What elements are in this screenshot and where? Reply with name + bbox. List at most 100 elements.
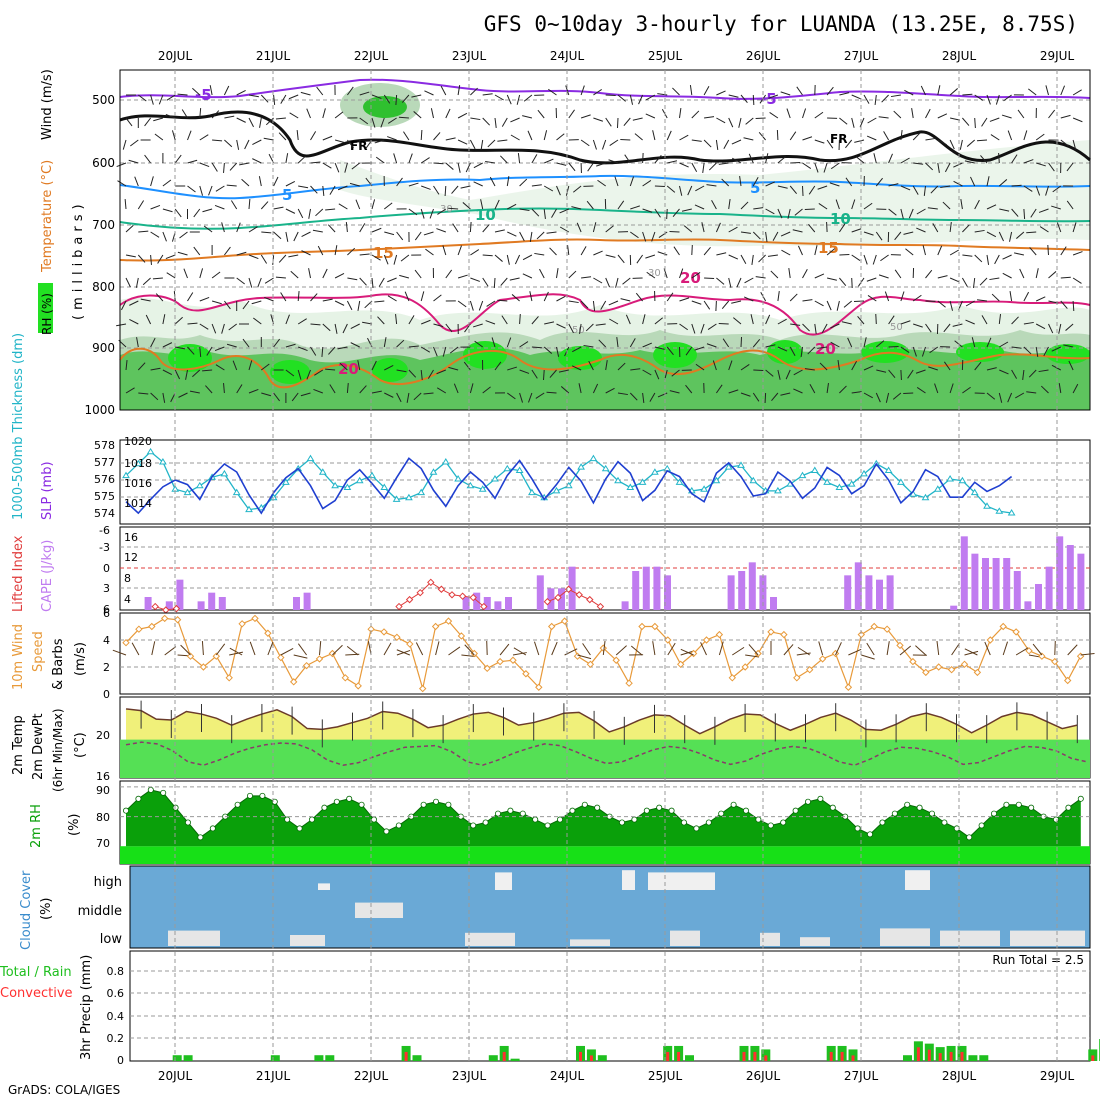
wind-barb xyxy=(519,178,528,187)
wind-barb xyxy=(691,162,698,172)
rh2m-point xyxy=(147,786,154,793)
ytick-temp: 16 xyxy=(96,770,110,783)
rh-blob xyxy=(767,340,803,364)
wind-barb xyxy=(777,291,780,302)
wind-barb xyxy=(904,89,914,96)
cape-bar xyxy=(473,592,481,610)
cape-bar xyxy=(992,558,1000,610)
wind-barb xyxy=(900,185,911,191)
cape-bar xyxy=(1056,536,1064,610)
wind-barb xyxy=(743,296,754,302)
rh2m-point xyxy=(891,810,898,817)
day-label-top: 26JUL xyxy=(746,49,781,63)
wind-barb xyxy=(819,362,828,371)
precip-total-bar xyxy=(412,1055,422,1061)
cape-bar xyxy=(865,575,873,610)
wind-barb xyxy=(224,246,231,256)
cape-bar xyxy=(653,566,661,610)
wind-barb xyxy=(371,254,381,261)
wind-barb xyxy=(728,389,739,394)
wind-barb xyxy=(501,117,508,127)
wind-barb-10m xyxy=(783,644,794,656)
wind-barb xyxy=(273,231,282,240)
ytick-temp: 20 xyxy=(96,729,110,742)
wind-barb xyxy=(986,204,997,210)
wind-barb xyxy=(1039,226,1049,233)
thickness-point xyxy=(392,495,401,502)
ylabel-rh2m: 2m RH xyxy=(29,804,44,848)
wind-barb xyxy=(875,231,883,241)
day-label-bottom: 28JUL xyxy=(942,1069,977,1083)
wind-barb xyxy=(261,231,272,234)
wind-barb xyxy=(357,300,361,311)
wind-barb xyxy=(642,392,645,403)
wind-barb xyxy=(740,363,750,371)
wind-barb-10m xyxy=(700,642,707,656)
wind-barb xyxy=(859,117,865,128)
rh2m-point xyxy=(259,792,266,799)
thickness-point xyxy=(503,464,512,472)
wind-barb xyxy=(413,111,422,119)
wind-barb xyxy=(162,231,167,242)
wind-barb xyxy=(519,231,525,242)
wind-barb xyxy=(285,208,296,214)
lifted-index-point xyxy=(596,602,605,611)
wind-barb xyxy=(383,202,393,210)
wind-barb xyxy=(629,338,636,348)
wind-barb xyxy=(534,252,545,256)
wind-barb xyxy=(971,337,976,348)
thickness-point xyxy=(626,483,635,490)
wind-speed-point xyxy=(496,657,504,666)
rh2m-point xyxy=(681,819,688,826)
wind-barb-10m xyxy=(297,643,308,656)
contour-label: 10 xyxy=(830,210,851,228)
wind-barb xyxy=(420,157,430,164)
panel-2m-temp: 20 16 2m Temp 2m DewPt (6hr Min/Max) (°C… xyxy=(11,696,1091,793)
wind-barb xyxy=(866,135,877,141)
wind-barb xyxy=(974,254,983,263)
lifted-index-point xyxy=(437,585,446,593)
wind-barb xyxy=(174,208,182,218)
ylabel-temp-c: (6hr Min/Max) xyxy=(51,709,65,793)
precip-conv-bar xyxy=(404,1051,408,1061)
day-label-top: 20JUL xyxy=(158,49,193,63)
wind-barb xyxy=(387,295,397,302)
rh2m-point xyxy=(569,807,576,814)
wind-barb xyxy=(998,392,1003,403)
wind-barb xyxy=(691,139,702,142)
rh-blob xyxy=(168,344,212,372)
rh-blob-upper-core xyxy=(363,96,407,118)
wind-barb xyxy=(138,230,149,233)
lifted-index-point xyxy=(427,578,435,587)
wind-barb xyxy=(329,185,336,195)
wind-barb xyxy=(960,199,963,210)
wind-barb xyxy=(642,152,644,164)
wind-barb xyxy=(1072,300,1075,312)
wind-barb xyxy=(153,117,164,122)
wind-barb xyxy=(1051,205,1061,210)
wind-barb-10m xyxy=(229,651,243,656)
wind-barb xyxy=(796,86,803,96)
wind-barb xyxy=(396,392,402,403)
wind-barb xyxy=(497,299,508,302)
wind-barb xyxy=(449,346,459,354)
wind-barb xyxy=(310,131,317,141)
wind-barb xyxy=(857,316,865,325)
precip-conv-bar xyxy=(579,1051,582,1061)
wind-speed-point xyxy=(431,622,440,631)
wind-barb xyxy=(507,231,517,237)
wind-barb xyxy=(1009,291,1013,302)
wind-barb xyxy=(826,248,836,256)
wind-barb xyxy=(1072,139,1077,150)
wind-barb xyxy=(344,162,348,173)
precip-conv-bar xyxy=(851,1055,855,1061)
wind-barb xyxy=(900,320,911,325)
thickness-point xyxy=(195,481,204,489)
rh-blob xyxy=(1046,344,1090,364)
rh2m-point xyxy=(594,804,601,811)
ytick-precip: 0.8 xyxy=(107,965,125,978)
wind-barb xyxy=(506,176,510,187)
wind-barb xyxy=(556,323,566,329)
precip-total-bar xyxy=(1088,1049,1098,1061)
wind-barb xyxy=(275,117,286,120)
